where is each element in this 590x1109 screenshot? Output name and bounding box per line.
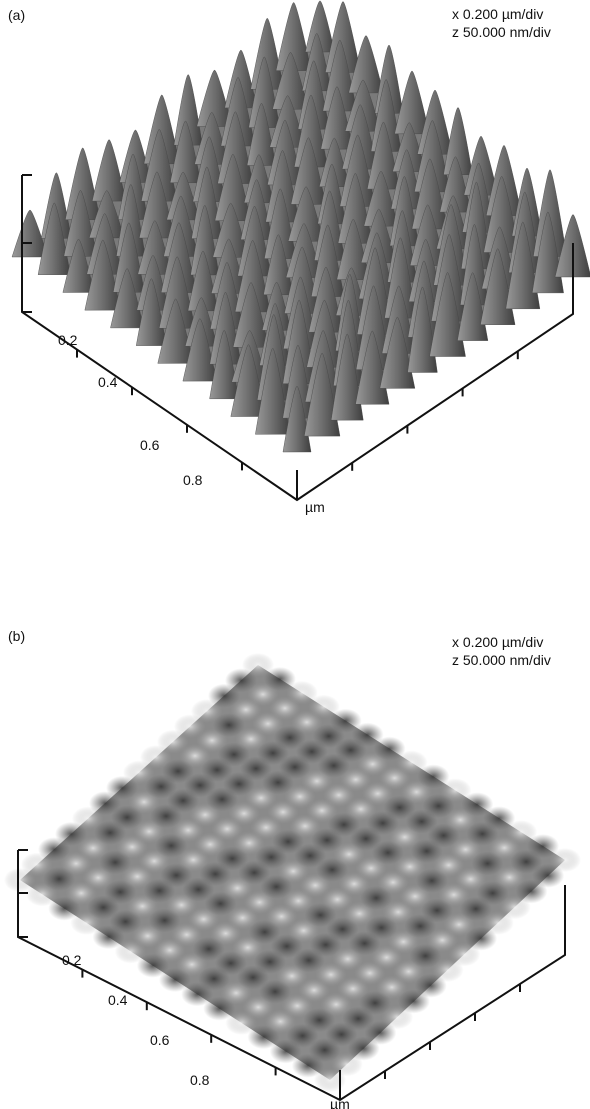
figure: (a) x 0.200 µm/div z 50.000 nm/div 0.2 0… xyxy=(0,0,590,1109)
surface-b xyxy=(4,653,581,1092)
scale-x: x 0.200 µm/div xyxy=(452,634,543,650)
peak xyxy=(92,140,126,201)
unit: µm xyxy=(330,1096,350,1109)
panel-label: (b) xyxy=(8,628,25,644)
tick-label: 0.6 xyxy=(140,437,160,453)
tick-label: 0.2 xyxy=(58,332,78,348)
scale-z: z 50.000 nm/div xyxy=(452,24,551,40)
tick-label: 0.4 xyxy=(108,992,128,1008)
tick-label: 0.8 xyxy=(183,472,203,488)
panel-label: (a) xyxy=(8,7,25,23)
grain xyxy=(549,848,581,872)
tick-label: 0.8 xyxy=(190,1072,210,1088)
scale-x: x 0.200 µm/div xyxy=(452,6,543,22)
unit: µm xyxy=(305,499,325,515)
scale-z: z 50.000 nm/div xyxy=(452,652,551,668)
tick-label: 0.4 xyxy=(98,374,118,390)
tick-label: 0.6 xyxy=(150,1032,170,1048)
tick-label: 0.2 xyxy=(62,952,82,968)
